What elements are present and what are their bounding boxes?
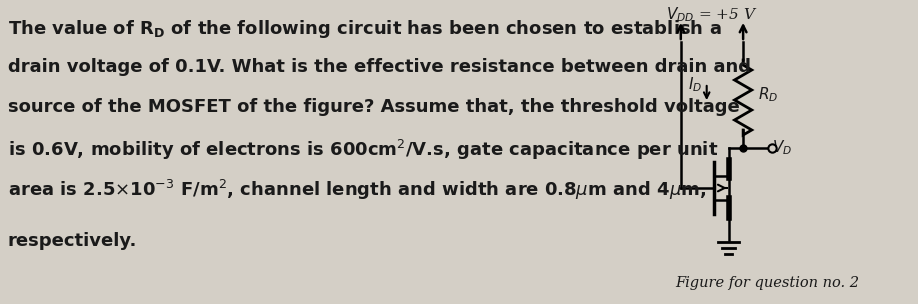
Text: $V_{DD}$ = +5 V: $V_{DD}$ = +5 V [666, 5, 757, 24]
Text: The value of $\mathbf{R_D}$ of the following circuit has been chosen to establis: The value of $\mathbf{R_D}$ of the follo… [7, 18, 722, 40]
Text: drain voltage of 0.1V. What is the effective resistance between drain and: drain voltage of 0.1V. What is the effec… [7, 58, 751, 76]
Text: area is 2.5$\times$10$^{-3}$ F/m$^2$, channel length and width are 0.8$\mu$m and: area is 2.5$\times$10$^{-3}$ F/m$^2$, ch… [7, 178, 706, 202]
Text: source of the MOSFET of the figure? Assume that, the threshold voltage: source of the MOSFET of the figure? Assu… [7, 98, 739, 116]
Text: $V_D$: $V_D$ [772, 139, 792, 157]
Text: respectively.: respectively. [7, 232, 137, 250]
Text: $I_D$: $I_D$ [688, 76, 702, 94]
Text: Figure for question no. 2: Figure for question no. 2 [675, 276, 859, 290]
Text: $R_D$: $R_D$ [757, 86, 778, 104]
Text: is 0.6V, mobility of electrons is 600cm$^2$/V.s, gate capacitance per unit: is 0.6V, mobility of electrons is 600cm$… [7, 138, 718, 162]
